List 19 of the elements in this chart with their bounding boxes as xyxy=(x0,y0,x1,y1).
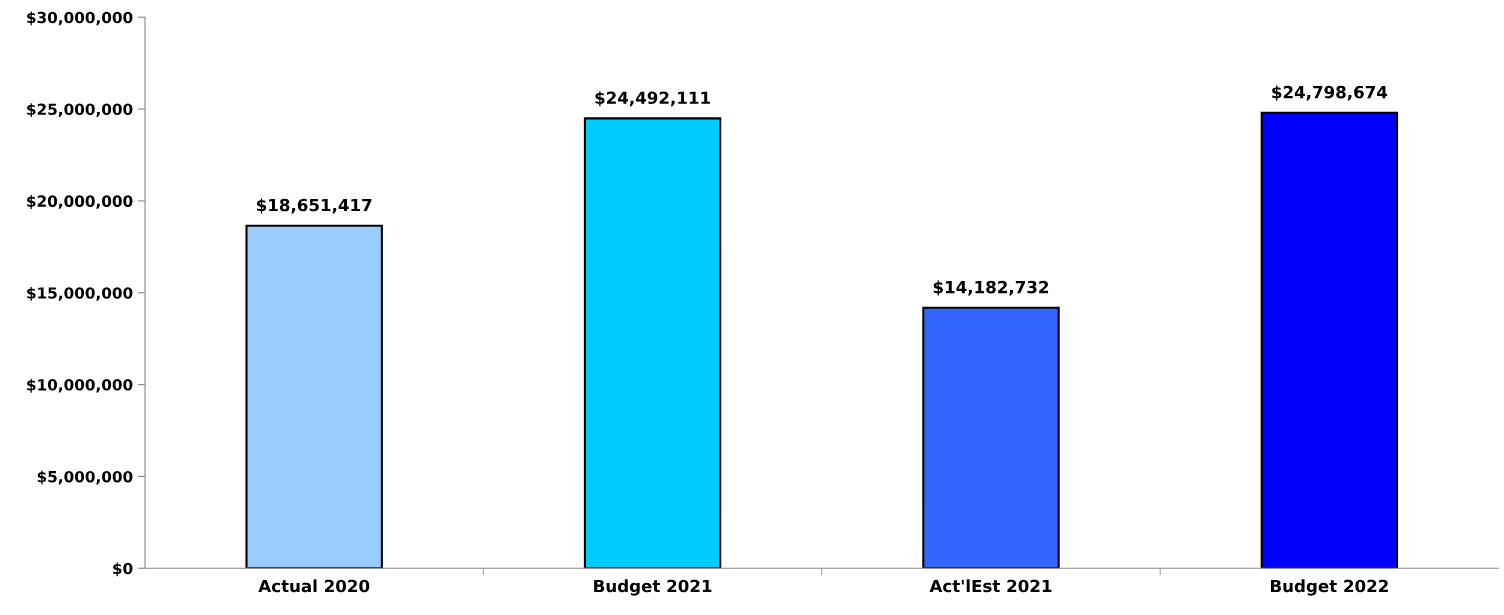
y-tick-label: $10,000,000 xyxy=(27,378,133,393)
data-label: $14,182,732 xyxy=(933,280,1049,296)
data-label: $18,651,417 xyxy=(256,198,372,214)
y-tick-label: $25,000,000 xyxy=(27,103,133,118)
y-tick-label: $0 xyxy=(113,562,133,577)
x-tick-label: Budget 2021 xyxy=(594,579,712,596)
data-label: $24,798,674 xyxy=(1272,85,1388,101)
bar xyxy=(1260,111,1399,569)
x-tick-label: Actual 2020 xyxy=(258,579,370,593)
bar xyxy=(245,224,383,569)
x-tick-label: Budget 2022 xyxy=(1270,579,1388,596)
bar xyxy=(922,306,1060,569)
bar xyxy=(583,117,722,569)
data-label: $24,492,111 xyxy=(595,91,710,107)
y-tick-label: $5,000,000 xyxy=(37,470,133,485)
y-tick-label: $20,000,000 xyxy=(27,195,133,209)
y-tick-label: $30,000,000 xyxy=(27,11,133,26)
y-tick-label: $15,000,000 xyxy=(27,286,133,301)
x-tick-label: Act'lEst 2021 xyxy=(929,579,1052,593)
